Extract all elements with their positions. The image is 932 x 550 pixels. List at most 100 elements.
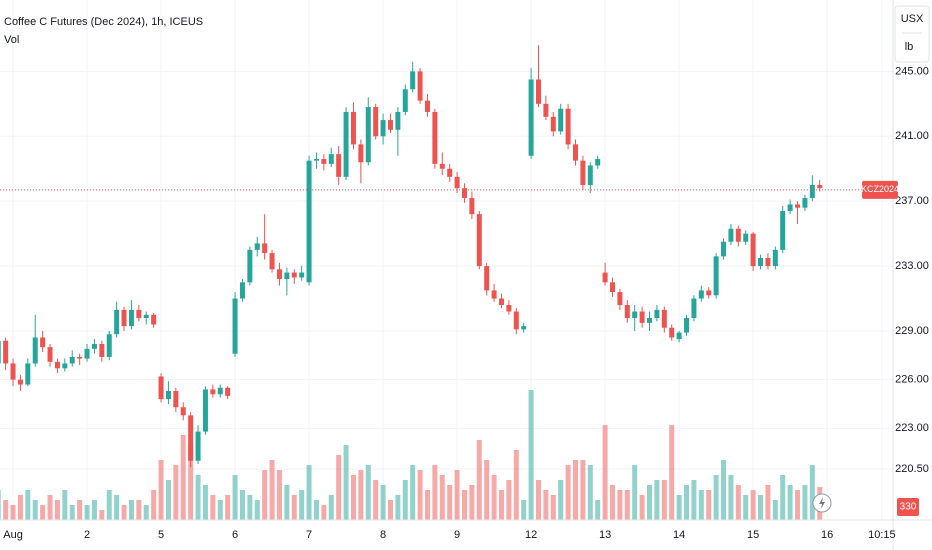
candle-body xyxy=(99,343,105,357)
candle-body xyxy=(558,108,564,132)
candle-body xyxy=(0,340,1,364)
volume-bar xyxy=(780,475,786,520)
candle-body xyxy=(47,347,53,362)
candle-body xyxy=(432,111,438,164)
volume-bar xyxy=(17,495,23,520)
x-tick-label: 8 xyxy=(380,529,386,541)
volume-bar xyxy=(721,460,727,520)
volume-bar xyxy=(713,475,719,520)
candle-body xyxy=(647,318,653,323)
volume-bar xyxy=(735,485,741,520)
volume-bar xyxy=(498,490,504,520)
candle-body xyxy=(743,233,749,242)
volume-bar xyxy=(395,495,401,520)
volume-bar xyxy=(69,505,75,520)
volume-bar xyxy=(639,495,645,520)
volume-bar xyxy=(617,490,623,520)
volume-bar xyxy=(476,440,482,520)
candle-body xyxy=(535,79,541,104)
volume-readout: 330 xyxy=(900,502,917,513)
candle-body xyxy=(195,431,201,461)
volume-bar xyxy=(143,505,149,520)
candle-body xyxy=(210,389,216,395)
volume-bar xyxy=(676,495,682,520)
volume-bar xyxy=(802,485,808,520)
candle-body xyxy=(484,266,490,291)
volume-bar xyxy=(239,490,245,520)
volume-bar xyxy=(580,460,586,520)
candle-body xyxy=(17,379,23,385)
candle-body xyxy=(121,309,127,327)
candle-body xyxy=(750,233,756,267)
candle-body xyxy=(402,89,408,112)
volume-bar xyxy=(121,505,127,520)
candle-body xyxy=(610,282,616,293)
volume-bar xyxy=(247,495,253,520)
volume-bar xyxy=(232,475,238,520)
volume-bar xyxy=(787,485,793,520)
candle-body xyxy=(521,326,527,330)
volume-bar xyxy=(343,445,349,520)
volume-bar xyxy=(54,500,60,520)
candle-body xyxy=(276,269,282,280)
y-tick-label: 241.00 xyxy=(895,130,929,142)
volume-bar xyxy=(173,465,179,520)
volume-bar xyxy=(25,490,31,520)
volume-bar xyxy=(350,475,356,520)
candle-body xyxy=(713,256,719,296)
volume-bar xyxy=(210,495,216,520)
volume-bar xyxy=(380,485,386,520)
volume-bar xyxy=(587,465,593,520)
candle-body xyxy=(669,327,675,338)
candle-body xyxy=(758,257,764,267)
volume-bar xyxy=(572,460,578,520)
volume-bar xyxy=(417,470,423,520)
volume-bar xyxy=(595,500,601,520)
candle-body xyxy=(580,160,586,185)
y-tick-label: 245.00 xyxy=(895,65,929,77)
volume-bar xyxy=(543,490,549,520)
x-tick-label: Aug xyxy=(3,529,23,541)
volume-bar xyxy=(454,470,460,520)
volume-bar xyxy=(269,460,275,520)
volume-bar xyxy=(684,485,690,520)
candle-body xyxy=(239,282,245,299)
volume-bar xyxy=(469,485,475,520)
candle-body xyxy=(676,332,682,340)
candle-body xyxy=(424,100,430,112)
x-tick-label: 12 xyxy=(525,529,537,541)
candle-body xyxy=(32,337,38,364)
candle-body xyxy=(321,159,327,164)
volume-bar xyxy=(291,495,297,520)
volume-legend: Vol xyxy=(4,34,19,46)
volume-bar xyxy=(188,445,194,520)
volume-bar xyxy=(402,480,408,520)
candle-body xyxy=(735,228,741,242)
candle-body xyxy=(3,340,9,364)
unit-box[interactable] xyxy=(894,5,930,63)
candle-body xyxy=(365,107,371,163)
volume-bar xyxy=(32,500,38,520)
candle-body xyxy=(343,111,349,177)
volume-bar xyxy=(410,465,416,520)
x-tick-label: 2 xyxy=(84,529,90,541)
candle-body xyxy=(543,103,549,117)
y-tick-label: 233.00 xyxy=(895,260,929,272)
volume-bar xyxy=(365,465,371,520)
candle-body xyxy=(151,314,157,325)
volume-bar xyxy=(284,485,290,520)
candle-body xyxy=(54,361,60,369)
candle-body xyxy=(587,165,593,185)
candle-body xyxy=(410,71,416,90)
x-tick-label: 7 xyxy=(306,529,312,541)
volume-bar xyxy=(84,505,90,520)
candle-body xyxy=(809,184,815,198)
volume-bar xyxy=(654,480,660,520)
volume-bar xyxy=(809,465,815,520)
volume-bar xyxy=(661,480,667,520)
volume-bar xyxy=(373,480,379,520)
volume-bar xyxy=(202,485,208,520)
volume-bar xyxy=(106,490,112,520)
unit-label: lb xyxy=(905,41,914,53)
